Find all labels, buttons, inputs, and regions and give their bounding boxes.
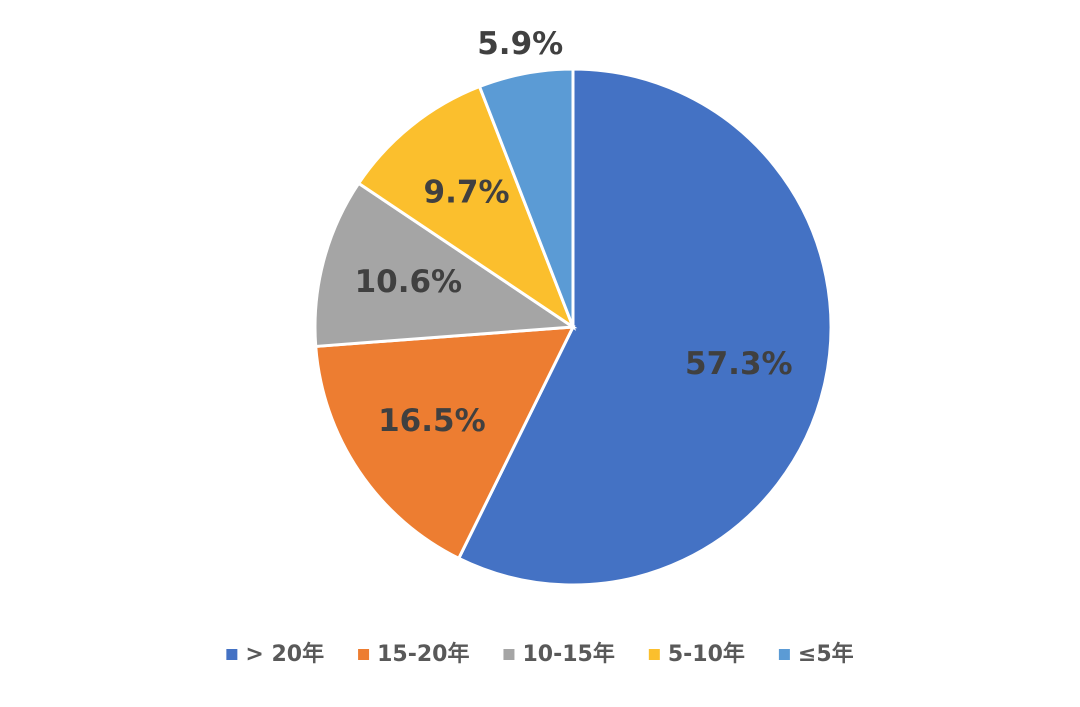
legend-swatch bbox=[358, 649, 370, 660]
legend-label: ≤5年 bbox=[798, 641, 854, 667]
value-label: 5.9% bbox=[477, 26, 563, 62]
legend-swatch bbox=[503, 649, 515, 660]
legend-swatch bbox=[226, 649, 238, 660]
pie-slice bbox=[313, 181, 578, 349]
value-label: 57.3% bbox=[685, 346, 793, 382]
legend-label: 5-10年 bbox=[668, 641, 745, 667]
pie-slice bbox=[477, 67, 575, 328]
value-label: 16.5% bbox=[378, 403, 486, 439]
pie-slice bbox=[314, 325, 576, 561]
pie-slice bbox=[356, 84, 577, 331]
pie-slice bbox=[456, 67, 833, 587]
value-label: 10.6% bbox=[355, 264, 463, 300]
legend-label: > 20年 bbox=[245, 641, 324, 667]
legend-label: 10-15年 bbox=[522, 641, 614, 667]
value-label: 9.7% bbox=[424, 175, 510, 211]
legend-label: 15-20年 bbox=[377, 641, 469, 667]
legend-swatch bbox=[778, 649, 790, 660]
legend-swatch bbox=[648, 649, 660, 660]
